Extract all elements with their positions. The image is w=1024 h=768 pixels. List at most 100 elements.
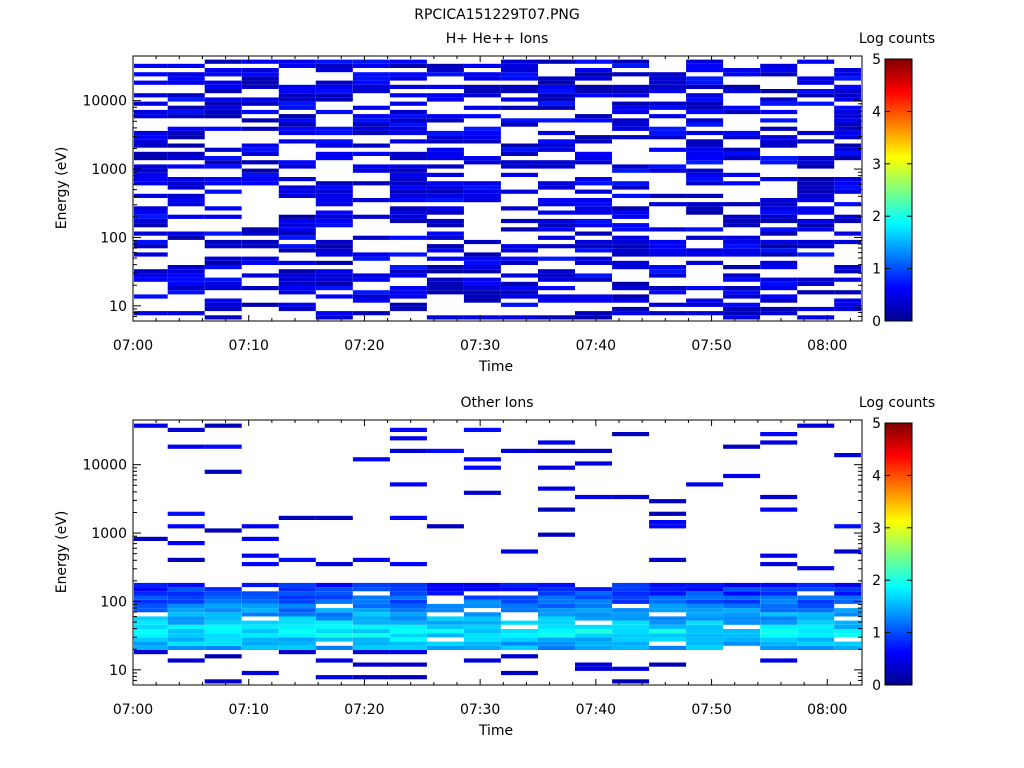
heatmap-cell — [278, 63, 316, 68]
heatmap-cell — [241, 260, 279, 265]
heatmap-cell — [352, 650, 390, 655]
heatmap-cell — [575, 156, 612, 161]
heatmap-cell — [760, 252, 798, 257]
heatmap-cell — [538, 641, 575, 646]
heatmap-cell — [649, 101, 687, 106]
heatmap-cell — [426, 84, 464, 89]
xlabel-bottom: Time — [478, 723, 513, 739]
heatmap-cell — [612, 168, 650, 173]
heatmap-cell — [538, 486, 575, 491]
heatmap-cell — [760, 214, 798, 219]
heatmap-cell — [315, 281, 353, 286]
heatmap-cell — [501, 315, 538, 320]
heatmap-cell — [538, 273, 575, 278]
heatmap-cell — [612, 248, 650, 253]
heatmap-cell — [167, 164, 205, 169]
heatmap-cell — [426, 193, 464, 198]
heatmap-cell — [575, 612, 612, 617]
heatmap-cell — [167, 603, 205, 609]
heatmap-cell — [463, 620, 501, 625]
heatmap-cell — [686, 105, 724, 110]
heatmap-cell — [760, 68, 798, 73]
heatmap-cell — [134, 135, 168, 140]
heatmap-cell — [426, 130, 464, 136]
heatmap-cell — [167, 629, 205, 634]
heatmap-cell — [834, 177, 861, 182]
heatmap-cell — [612, 629, 650, 634]
heatmap-cell — [315, 675, 353, 680]
heatmap-cell — [134, 206, 168, 211]
heatmap-cell — [463, 277, 501, 282]
heatmap-cell — [167, 63, 205, 68]
heatmap-cell — [834, 620, 861, 625]
heatmap-cell — [686, 629, 724, 634]
heatmap-cell — [686, 235, 724, 240]
heatmap-cell — [389, 156, 427, 161]
heatmap-cell — [278, 235, 316, 240]
heatmap-cell — [501, 97, 538, 102]
heatmap-cell — [426, 582, 464, 588]
heatmap-cell — [686, 645, 724, 650]
x-tick-label: 07:00 — [113, 702, 153, 718]
heatmap-cell — [204, 587, 242, 592]
heatmap-cell — [538, 235, 575, 240]
heatmap-cell — [278, 641, 316, 646]
heatmap-cell — [204, 616, 242, 621]
heatmap-cell — [797, 206, 835, 211]
heatmap-cell — [575, 244, 612, 249]
heatmap-cell — [760, 507, 798, 512]
heatmap-cell — [352, 629, 390, 634]
heatmap-cell — [463, 286, 501, 291]
heatmap-cell — [760, 298, 798, 303]
heatmap-cell — [352, 164, 390, 169]
heatmap-cell — [538, 629, 575, 634]
heatmap-cell — [501, 641, 538, 646]
heatmap-cell — [797, 624, 835, 629]
heatmap-cell — [834, 612, 861, 617]
heatmap-cell — [278, 177, 316, 182]
heatmap-cell — [134, 633, 168, 638]
heatmap-cell — [612, 210, 650, 215]
heatmap-cell — [797, 130, 835, 136]
heatmap-cell — [204, 277, 242, 282]
heatmap-cell — [760, 587, 798, 592]
heatmap-cell — [797, 599, 835, 604]
heatmap-cell — [389, 235, 427, 240]
heatmap-cell — [612, 206, 650, 211]
heatmap-cell — [426, 645, 464, 650]
heatmap-cell — [352, 311, 390, 316]
heatmap-cell — [278, 218, 316, 224]
heatmap-cell — [649, 80, 687, 85]
heatmap-cell — [686, 311, 724, 316]
heatmap-cell — [834, 189, 861, 194]
heatmap-cell — [278, 290, 316, 295]
heatmap-cell — [463, 624, 501, 629]
heatmap-cell — [315, 645, 353, 650]
heatmap-cell — [204, 156, 242, 161]
heatmap-cell — [389, 164, 427, 169]
heatmap-cell — [723, 181, 761, 186]
heatmap-cell — [501, 76, 538, 81]
heatmap-cell — [167, 181, 205, 186]
heatmap-cell — [834, 122, 861, 127]
x-tick-label: 07:50 — [691, 702, 731, 718]
heatmap-cell — [760, 620, 798, 625]
heatmap-cell — [352, 582, 390, 588]
heatmap-cell — [686, 101, 724, 106]
heatmap-cell — [241, 620, 279, 625]
heatmap-cell — [315, 294, 353, 299]
heatmap-cell — [723, 599, 761, 604]
heatmap-cell — [204, 101, 242, 106]
heatmap-cell — [575, 151, 612, 156]
colorbar-tick-label: 2 — [872, 573, 881, 589]
heatmap-cell — [315, 239, 353, 245]
heatmap-cell — [797, 76, 835, 81]
heatmap-cell — [612, 59, 650, 64]
heatmap-cell — [612, 587, 650, 592]
heatmap-cell — [278, 269, 316, 274]
heatmap-cell — [538, 440, 575, 445]
heatmap-cell — [315, 562, 353, 567]
heatmap-cell — [167, 72, 205, 77]
heatmap-cell — [834, 587, 861, 592]
heatmap-cell — [612, 591, 650, 596]
